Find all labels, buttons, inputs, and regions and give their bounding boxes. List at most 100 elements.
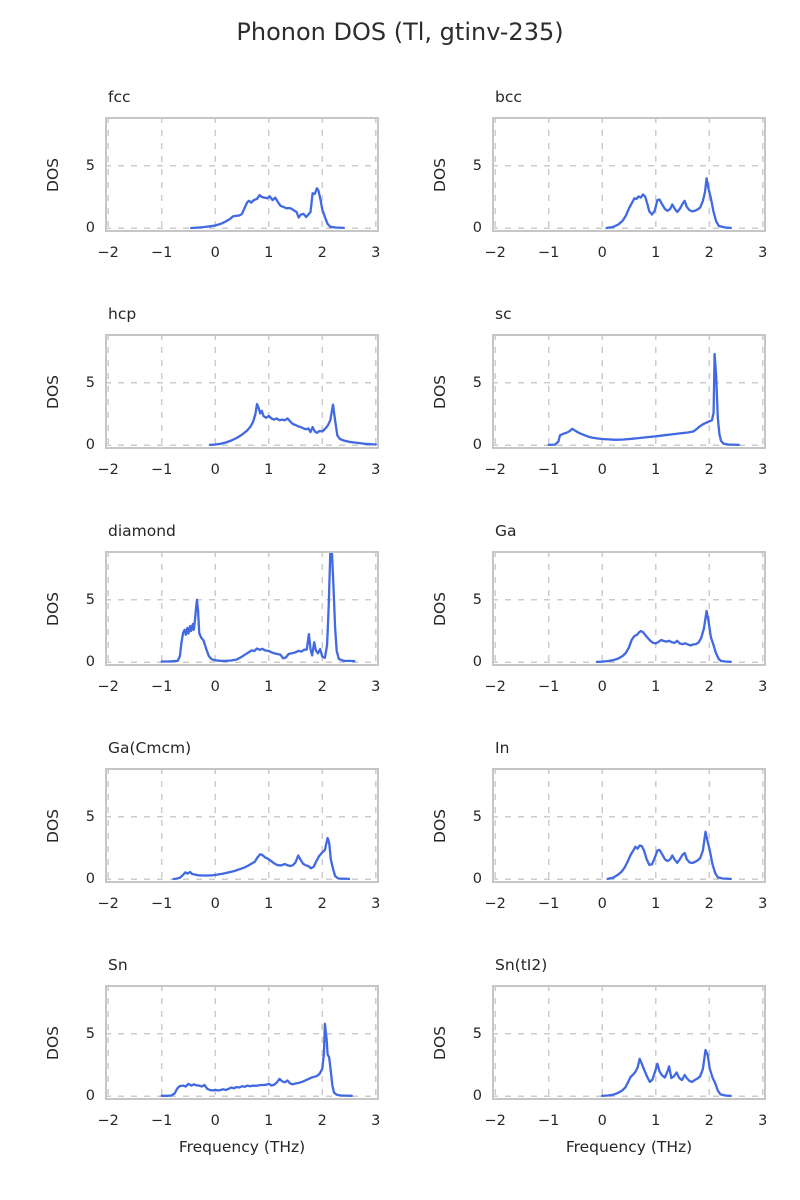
y-tick-label: 5	[472, 591, 482, 608]
subplot-title: Ga	[495, 522, 517, 540]
dos-curve-diamond	[160, 551, 356, 663]
dos-curve-Ga	[595, 609, 732, 664]
plot-area-In	[492, 768, 766, 883]
axes-border	[105, 768, 379, 883]
x-tick-label: −2	[97, 245, 119, 261]
x-tick-label: −1	[151, 679, 173, 695]
x-tick-label: 3	[758, 896, 768, 912]
y-tick-label: 0	[85, 220, 95, 237]
axes-border	[492, 334, 766, 449]
plot-area-Sn(tI2)	[492, 985, 766, 1100]
dos-curve-bcc	[605, 177, 732, 230]
y-tick-label: 5	[472, 157, 482, 174]
y-tick-label: 5	[85, 1025, 95, 1042]
subplot-title: fcc	[108, 88, 131, 106]
plot-area-hcp	[105, 334, 379, 449]
x-tick-label: 1	[264, 1113, 274, 1129]
x-tick-label: −1	[538, 462, 560, 478]
dos-curve-Sn(tI2)	[601, 1048, 732, 1098]
dos-curve-Sn	[160, 1022, 353, 1097]
x-tick-label: 1	[651, 896, 661, 912]
dos-curve-Ga(Cmcm)	[172, 836, 351, 881]
x-tick-label: 0	[597, 896, 607, 912]
x-tick-label: 2	[317, 896, 327, 912]
x-tick-label: −2	[484, 1113, 506, 1129]
x-tick-label: 3	[371, 679, 381, 695]
x-tick-label: −1	[538, 896, 560, 912]
plot-area-sc	[492, 334, 766, 449]
x-tick-label: 2	[704, 679, 714, 695]
y-axis-label: DOS	[431, 157, 449, 192]
plot-area-Ga(Cmcm)	[105, 768, 379, 883]
y-tick-label: 5	[472, 1025, 482, 1042]
plot-area-fcc	[105, 117, 379, 232]
y-tick-label: 0	[472, 654, 482, 671]
subplot-title: hcp	[108, 305, 137, 323]
x-tick-label: 2	[317, 1113, 327, 1129]
x-tick-label: −2	[97, 1113, 119, 1129]
x-tick-label: 1	[264, 679, 274, 695]
subplot-title: bcc	[495, 88, 522, 106]
x-tick-label: 2	[704, 462, 714, 478]
subplot-title: Sn	[108, 956, 128, 974]
x-tick-label: 0	[210, 462, 220, 478]
y-tick-label: 0	[472, 871, 482, 888]
x-tick-label: 2	[704, 245, 714, 261]
x-tick-label: 3	[758, 1113, 768, 1129]
y-tick-label: 0	[85, 654, 95, 671]
plot-area-diamond	[105, 551, 379, 666]
x-tick-label: 0	[597, 245, 607, 261]
axes-border	[492, 768, 766, 883]
x-tick-label: 1	[264, 245, 274, 261]
x-tick-label: 2	[704, 896, 714, 912]
x-tick-label: 0	[210, 679, 220, 695]
plot-area-bcc	[492, 117, 766, 232]
figure-title: Phonon DOS (Tl, gtinv-235)	[236, 18, 564, 46]
x-tick-label: −2	[484, 462, 506, 478]
x-tick-label: 1	[651, 679, 661, 695]
y-tick-label: 5	[472, 374, 482, 391]
y-tick-label: 5	[85, 157, 95, 174]
y-tick-label: 0	[85, 871, 95, 888]
y-tick-label: 0	[472, 1088, 482, 1105]
x-tick-label: −1	[151, 245, 173, 261]
y-tick-label: 0	[472, 220, 482, 237]
x-tick-label: 2	[704, 1113, 714, 1129]
x-tick-label: 1	[264, 896, 274, 912]
plot-area-Sn	[105, 985, 379, 1100]
y-axis-label: DOS	[431, 591, 449, 626]
subplot-title: diamond	[108, 522, 176, 540]
x-tick-label: −1	[151, 1113, 173, 1129]
y-axis-label: DOS	[431, 374, 449, 409]
x-tick-label: 0	[597, 1113, 607, 1129]
y-axis-label: DOS	[44, 1025, 62, 1060]
x-tick-label: −2	[97, 679, 119, 695]
y-axis-label: DOS	[44, 157, 62, 192]
y-tick-label: 5	[85, 808, 95, 825]
x-tick-label: 1	[651, 1113, 661, 1129]
x-tick-label: −1	[151, 896, 173, 912]
axes-border	[105, 117, 379, 232]
x-tick-label: 1	[264, 462, 274, 478]
x-tick-label: −2	[484, 679, 506, 695]
axes-border	[105, 551, 379, 666]
x-tick-label: −1	[538, 679, 560, 695]
y-axis-label: DOS	[431, 1025, 449, 1060]
dos-curve-sc	[547, 352, 740, 447]
x-tick-label: 0	[597, 679, 607, 695]
x-tick-label: 3	[758, 679, 768, 695]
x-axis-label: Frequency (THz)	[178, 1138, 306, 1156]
y-tick-label: 5	[85, 374, 95, 391]
x-tick-label: 2	[317, 245, 327, 261]
subplot-title: sc	[495, 305, 512, 323]
x-tick-label: 1	[651, 462, 661, 478]
x-tick-label: 3	[371, 1113, 381, 1129]
y-axis-label: DOS	[44, 374, 62, 409]
x-tick-label: −1	[538, 1113, 560, 1129]
x-tick-label: −2	[484, 896, 506, 912]
x-tick-label: 0	[210, 896, 220, 912]
x-tick-label: 2	[317, 462, 327, 478]
y-axis-label: DOS	[44, 808, 62, 843]
y-tick-label: 0	[472, 437, 482, 454]
dos-curve-fcc	[190, 187, 345, 230]
